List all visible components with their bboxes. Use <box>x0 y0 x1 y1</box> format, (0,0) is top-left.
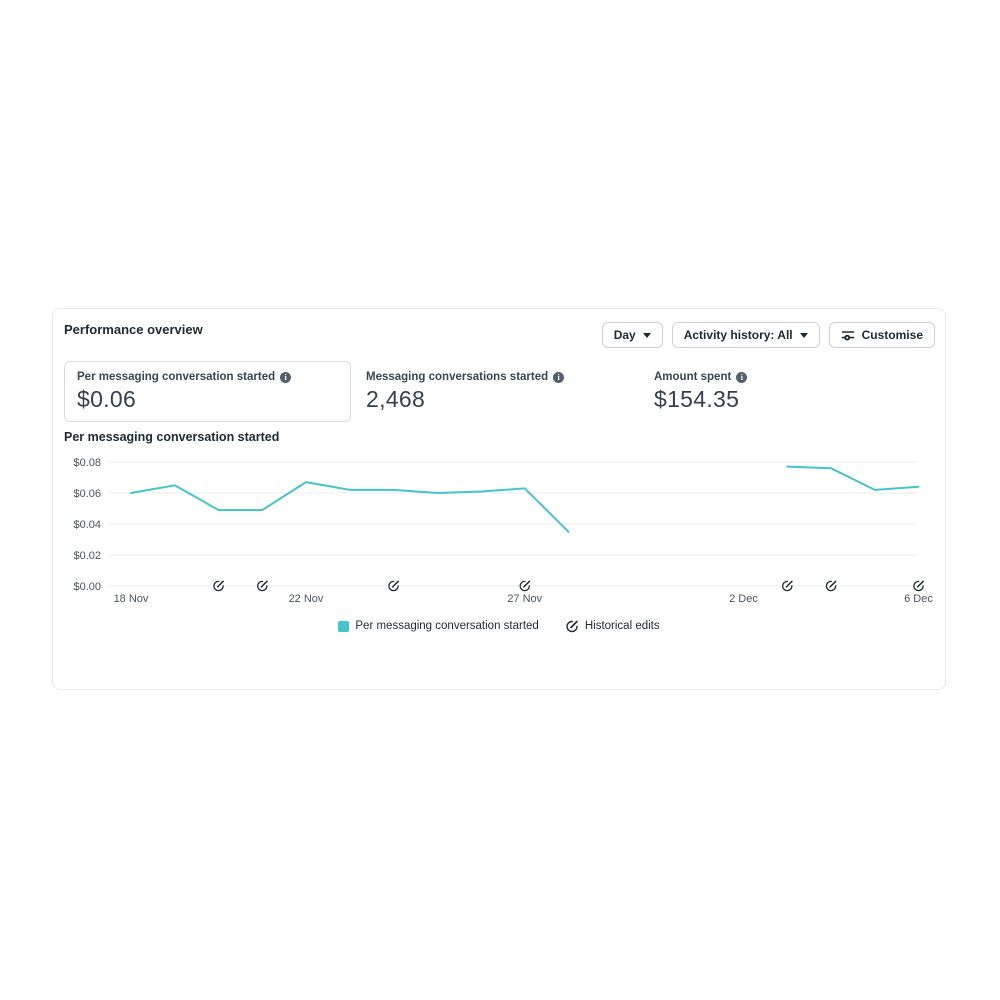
edit-marker-pencil <box>523 580 531 588</box>
chevron-down-icon <box>799 333 808 338</box>
metric-value: 2,468 <box>366 386 426 412</box>
metric-label: Messaging conversations started <box>366 371 549 383</box>
y-axis-tick-label: $0.02 <box>73 550 101 562</box>
metric-card-conversations-started[interactable]: Messaging conversations started i 2,468 <box>353 361 641 422</box>
activity-history-label: Activity history: All <box>683 328 793 342</box>
historical-edit-marker[interactable] <box>212 579 225 592</box>
edit-marker-pencil <box>829 580 837 588</box>
y-axis-tick-label: $0.08 <box>73 457 101 469</box>
legend-label: Per messaging conversation started <box>355 620 539 632</box>
edit-marker-pencil <box>216 580 224 588</box>
day-dropdown-label: Day <box>613 328 636 342</box>
customise-label: Customise <box>861 328 923 342</box>
x-axis-tick-label: 18 Nov <box>114 593 149 605</box>
historical-edits-icon <box>566 620 578 633</box>
activity-history-dropdown-button[interactable]: Activity history: All <box>671 322 820 348</box>
historical-edit-marker[interactable] <box>781 579 794 592</box>
customise-sliders-icon <box>841 331 854 341</box>
metric-value: $154.35 <box>654 386 740 412</box>
metric-cards: Per messaging conversation started i $0.… <box>64 361 891 422</box>
y-axis-tick-label: $0.06 <box>73 488 101 500</box>
performance-overview-panel: Performance overview Day Activity histor… <box>52 308 946 690</box>
chevron-down-icon <box>642 333 651 338</box>
historical-edit-marker[interactable] <box>912 579 925 592</box>
x-axis-tick-label: 2 Dec <box>729 593 758 605</box>
toolbar: Day Activity history: All Customise <box>601 322 935 348</box>
legend-swatch <box>338 620 350 632</box>
historical-edit-marker[interactable] <box>387 579 400 592</box>
info-icon[interactable]: i <box>553 371 565 383</box>
historical-edit-marker[interactable] <box>518 579 531 592</box>
info-icon[interactable]: i <box>736 371 748 383</box>
metric-label: Amount spent <box>654 371 732 383</box>
day-dropdown-button[interactable]: Day <box>601 322 663 348</box>
x-axis-tick-label: 22 Nov <box>289 593 324 605</box>
legend-item-historical-edits[interactable]: Historical edits <box>565 619 660 633</box>
x-axis-tick-label: 6 Dec <box>904 593 933 605</box>
metric-line <box>130 465 920 533</box>
legend-label: Historical edits <box>584 620 660 632</box>
y-axis-tick-label: $0.04 <box>73 519 101 531</box>
chart-legend: Per messaging conversation started Histo… <box>53 619 945 633</box>
historical-edit-marker[interactable] <box>824 579 837 592</box>
performance-chart: $0.00 $0.02 $0.04 $0.06 $0.08 18 Nov 22 Nov 27 … <box>73 457 933 605</box>
historical-edit-marker[interactable] <box>256 579 269 592</box>
edit-marker-pencil <box>260 580 268 588</box>
x-axis-tick-label: 27 Nov <box>507 593 542 605</box>
metric-card-amount-spent[interactable]: Amount spent i $154.35 <box>641 361 891 422</box>
metric-value: $0.06 <box>77 386 137 412</box>
edit-marker-pencil <box>391 580 399 588</box>
customise-button[interactable]: Customise <box>828 322 935 348</box>
page-title: Performance overview <box>64 322 203 337</box>
info-icon[interactable]: i <box>280 371 292 383</box>
y-axis-tick-label: $0.00 <box>73 581 101 593</box>
legend-item-metric[interactable]: Per messaging conversation started <box>338 620 539 632</box>
metric-label: Per messaging conversation started <box>77 371 276 383</box>
chart-title: Per messaging conversation started <box>64 430 280 444</box>
edit-marker-pencil <box>785 580 793 588</box>
metric-card-per-conversation[interactable]: Per messaging conversation started i $0.… <box>64 361 351 422</box>
edit-marker-pencil <box>916 580 924 588</box>
